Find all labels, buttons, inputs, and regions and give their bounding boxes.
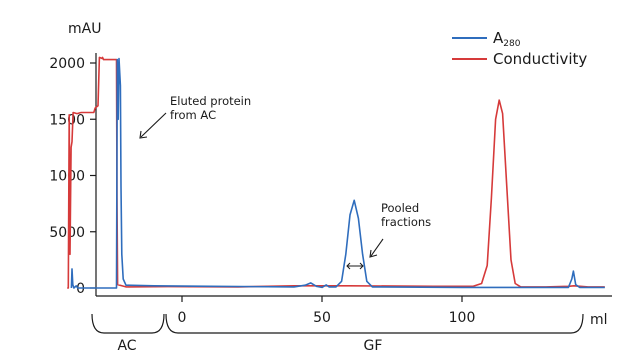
series-line-conductivity xyxy=(67,56,605,289)
x-tick-label-0: 0 xyxy=(178,310,187,326)
legend-label-conductivity: Conductivity xyxy=(493,50,587,68)
x-ticks: 0 50 100 xyxy=(178,296,476,326)
segment-ac: AC xyxy=(91,313,165,354)
annotation-eluted-protein-arrow xyxy=(140,112,167,138)
y-tick-label-0: 0 xyxy=(76,281,85,297)
y-tick-label-2: 1000 xyxy=(49,169,85,185)
legend-label-a280: A280 xyxy=(493,29,521,49)
annotation-eluted-protein-arrowhead xyxy=(139,130,148,139)
pooled-range-right-head xyxy=(359,262,364,270)
segment-gf-brace xyxy=(165,313,584,334)
segment-gf-label: GF xyxy=(364,338,383,354)
y-ticks: 0 5000 1000 1500 2000 xyxy=(49,56,96,297)
annotation-pooled-fractions-arrow xyxy=(370,238,384,257)
annotation-eluted-protein: Eluted protein from AC xyxy=(139,94,251,139)
annotation-eluted-protein-line-2: from AC xyxy=(170,108,216,122)
annotation-pooled-fractions: Pooled fractions xyxy=(346,201,431,270)
y-tick-label-4: 2000 xyxy=(49,56,85,72)
y-tick-label-1: 5000 xyxy=(49,225,85,241)
y-tick-label-3: 1500 xyxy=(49,112,85,128)
annotation-eluted-protein-line-1: Eluted protein xyxy=(170,94,251,108)
segment-ac-label: AC xyxy=(117,338,136,354)
y-axis-unit: mAU xyxy=(68,21,101,37)
annotation-pooled-fractions-line-2: fractions xyxy=(381,215,431,229)
x-axis-unit: ml xyxy=(590,312,608,328)
segment-ac-brace xyxy=(91,313,165,334)
annotation-pooled-fractions-line-1: Pooled xyxy=(381,201,419,215)
x-tick-label-2: 100 xyxy=(449,310,476,326)
legend: A280 Conductivity xyxy=(452,29,587,68)
pooled-range-left-head xyxy=(346,262,351,270)
annotation-pooled-fractions-arrowhead xyxy=(369,249,378,258)
segment-gf: GF xyxy=(165,313,584,354)
series-line-a280 xyxy=(70,57,605,289)
x-tick-label-1: 50 xyxy=(313,310,331,326)
